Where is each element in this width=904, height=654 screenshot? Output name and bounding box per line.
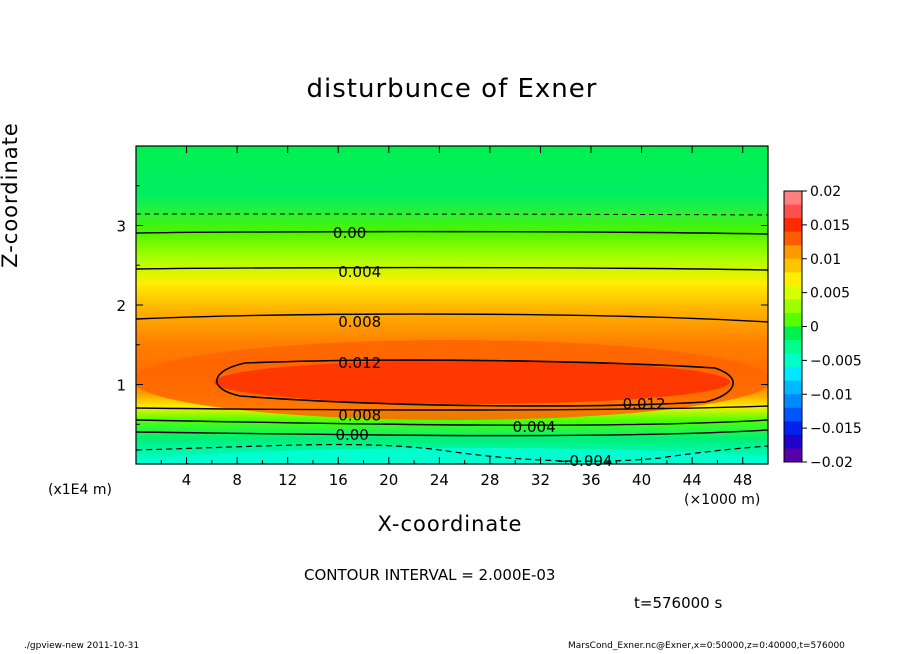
colorbar-segment [784,448,802,463]
colorbar-tick-label: 0.005 [810,286,850,302]
contour-line-008-upper [136,313,768,323]
x-tick-label: 28 [480,471,499,489]
colorbar-segment [784,326,802,341]
colorbar-tick-label: 0 [810,320,819,336]
colorbar-segment [784,299,802,314]
x-tick-label: 40 [632,471,651,489]
x-tick-label: 12 [278,471,297,489]
contour-line-000-upper [136,230,768,235]
colorbar-segment [784,380,802,395]
contour-label: 0.00 [333,224,366,242]
colorbar-tick-label: 0.02 [810,184,841,200]
y-tick-label: 2 [116,297,126,315]
heatmap-field [136,146,768,464]
colorbar-tick-label: 0.01 [810,252,841,268]
x-tick-label: 4 [182,471,192,489]
contour-line-000-lower [136,429,768,437]
x-tick-label: 44 [683,471,702,489]
heatmap-region-red [214,360,730,404]
heatmap-region-low [136,448,768,464]
y-axis-label: Z-coordinate [0,122,22,268]
colorbar-segment [784,218,802,233]
footer-left-text: ./gpview-new 2011-10-31 [24,641,140,651]
contour-labels: 0.00 0.004 0.008 0.012 0.012 0.008 0.004 0.00 −0… [333,224,666,470]
x-axis: 4 8 12 16 20 24 28 32 36 40 44 48 [160,146,752,489]
contour-label: 0.004 [338,263,381,281]
contour-label: 0.008 [338,313,381,331]
colorbar-segment [784,191,802,206]
colorbar-tick-label: −0.005 [810,353,862,369]
colorbar-segment [784,394,802,409]
colorbar-segment [784,434,802,449]
y-tick-label: 3 [116,218,126,236]
contour-line-neg-004 [136,443,768,462]
colorbar-segment [784,367,802,382]
colorbar-tick-label: −0.01 [810,387,853,403]
colorbar-segment [784,204,802,219]
contour-label: 0.00 [335,426,368,444]
colorbar-segment [784,231,802,246]
contour-line-004-lower [136,419,768,426]
x-tick-label: 8 [232,471,242,489]
colorbar-segment [784,421,802,436]
contour-interval-text: CONTOUR INTERVAL = 2.000E-03 [304,566,556,584]
colorbar-tick-label: −0.015 [810,421,862,437]
contour-line-neg-dashed-top [136,213,768,216]
colorbar-segment [784,245,802,260]
contour-label: 0.008 [338,407,381,425]
x-tick-label: 32 [531,471,550,489]
footer-right-text: MarsCond_Exner.nc@Exner,x=0:50000,z=0:40… [568,641,845,651]
time-label: t=576000 s [634,594,723,612]
y-axis: 1 2 3 [116,185,768,425]
colorbar-segment [784,340,802,355]
x-tick-label: 36 [581,471,600,489]
colorbar-segment [784,258,802,273]
x-axis-unit: (×1000 m) [684,492,761,508]
contour-line-012 [216,359,734,407]
contour-line-008-lower [136,405,768,411]
y-axis-unit: (x1E4 m) [48,482,112,498]
x-tick-label: 48 [733,471,752,489]
contour-label: −0.004 [557,452,613,470]
y-tick-label: 1 [116,377,126,395]
x-tick-label: 20 [379,471,398,489]
colorbar-segment [784,407,802,422]
x-tick-label: 24 [430,471,449,489]
colorbar-segment [784,285,802,300]
colorbar-segment [784,312,802,327]
contour-label: 0.012 [623,395,666,413]
colorbar-tick-label: 0.015 [810,218,850,234]
colorbar-segment [784,353,802,368]
x-axis-label: X-coordinate [377,512,523,536]
contour-label: 0.004 [513,418,556,436]
colorbar-tick-label: −0.02 [810,455,853,471]
colorbar: 0.02 0.015 0.01 0.005 0 −0.005 −0.01 −0.015 −0.0… [783,184,862,471]
contour-line-004-upper [136,266,768,271]
x-tick-label: 16 [329,471,348,489]
colorbar-segment [784,272,802,287]
chart-title: disturbunce of Exner [306,74,598,104]
contour-label: 0.012 [338,354,381,372]
